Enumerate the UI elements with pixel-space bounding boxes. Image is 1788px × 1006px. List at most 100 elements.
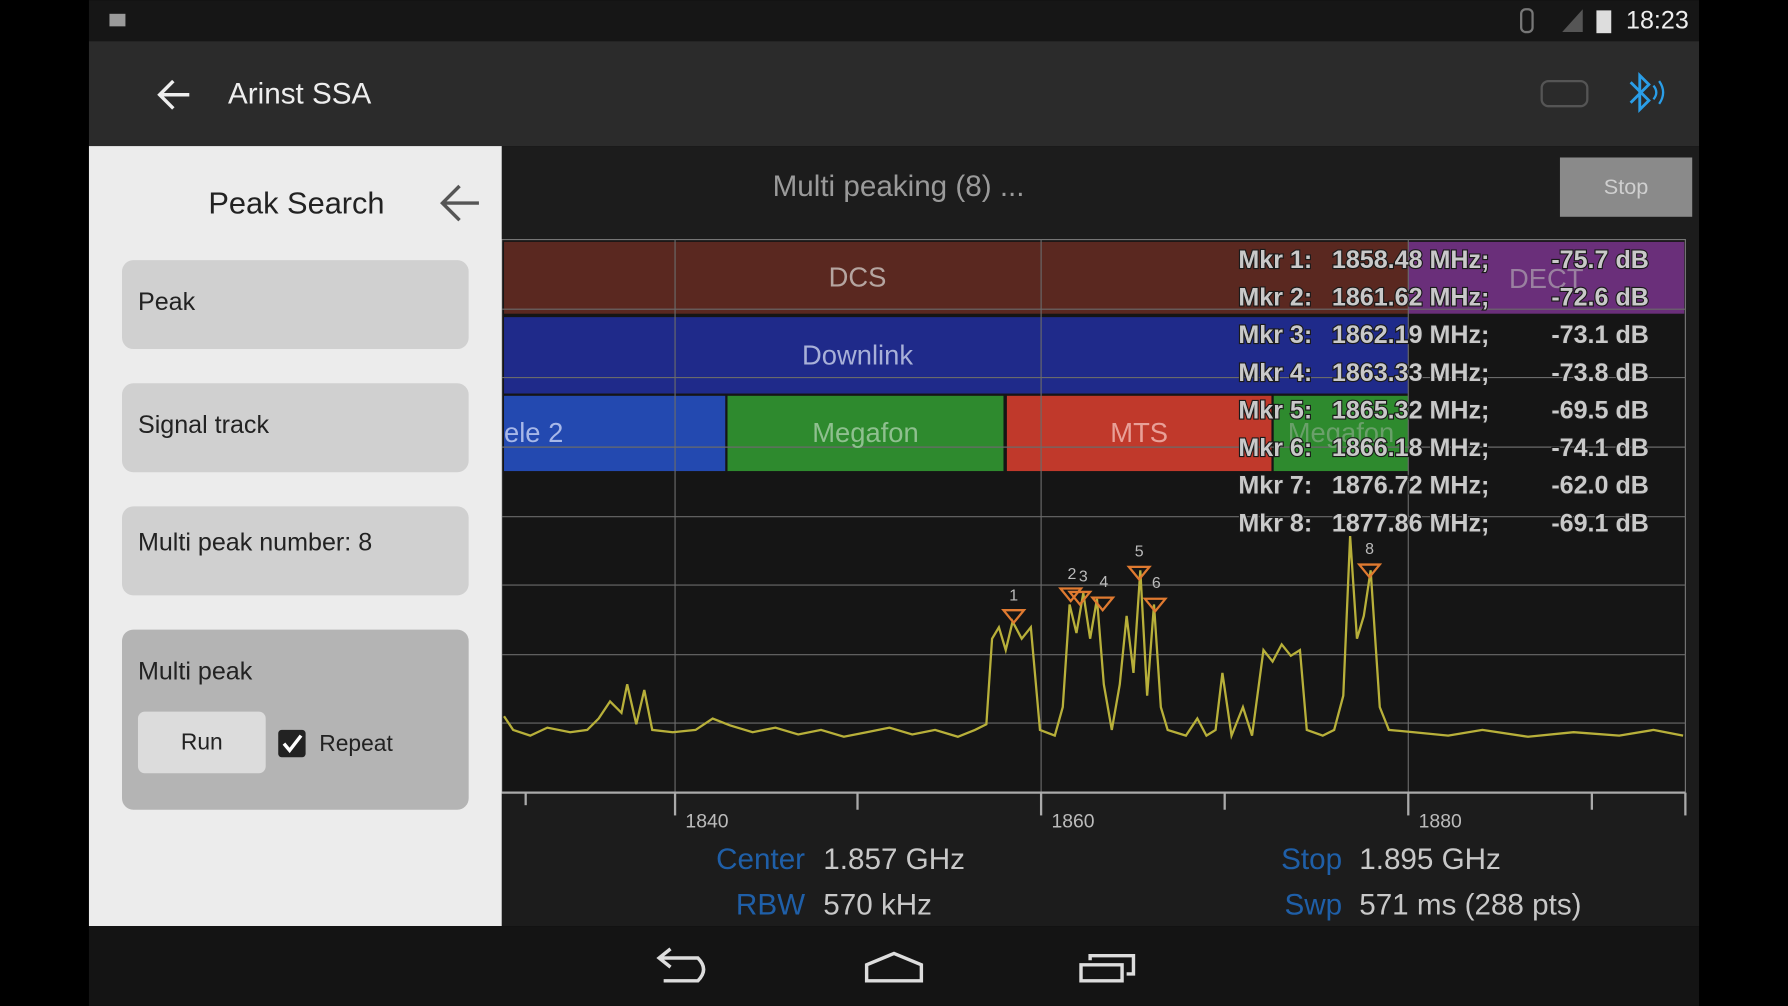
marker-triangles bbox=[1001, 563, 1383, 625]
back-button[interactable] bbox=[157, 79, 190, 110]
panel-button-label: Peak bbox=[138, 288, 196, 316]
panel-title: Peak Search bbox=[208, 186, 384, 221]
marker-label: Mkr 4: bbox=[1238, 359, 1312, 387]
marker-level: -73.8 dB bbox=[1551, 359, 1649, 387]
band-dcs bbox=[504, 241, 1409, 314]
marker-label: Mkr 6: bbox=[1238, 434, 1312, 462]
x-tick-label: 1880 bbox=[1419, 810, 1462, 832]
spectrum-trace bbox=[503, 535, 1684, 740]
nav-recents[interactable] bbox=[1079, 953, 1136, 983]
marker-level: -72.6 dB bbox=[1551, 284, 1649, 312]
stop-button[interactable] bbox=[1559, 157, 1693, 217]
band-label: Megafon bbox=[812, 417, 918, 448]
marker-frequency: 1865.32 MHz; bbox=[1332, 396, 1490, 424]
marker-label: Mkr 3: bbox=[1238, 321, 1312, 349]
sweep-info: Center 1.857 GHz RBW 570 kHz Stop 1.895 … bbox=[716, 843, 1581, 922]
info-label: Stop bbox=[1281, 843, 1342, 876]
info-label: Center bbox=[716, 843, 805, 876]
marker bbox=[1090, 596, 1116, 612]
marker-tag: 8 bbox=[1365, 541, 1374, 558]
marker bbox=[1356, 563, 1383, 579]
band-operator bbox=[727, 395, 1004, 472]
status-text: Multi peaking (8) ... bbox=[773, 170, 1025, 203]
bluetooth-wave bbox=[1652, 80, 1665, 105]
battery-icon bbox=[1596, 10, 1612, 34]
x-tick-label: 1860 bbox=[1051, 810, 1094, 832]
marker-list: Mkr 1: 1858.48 MHz; -75.7 dB Mkr 2: 1861.62 … bbox=[1237, 245, 1650, 539]
repeat-checkbox[interactable] bbox=[278, 729, 306, 758]
band-label: DCS bbox=[829, 262, 887, 293]
band-label: ele 2 bbox=[504, 417, 563, 448]
nav-back[interactable] bbox=[656, 947, 706, 983]
marker-label: Mkr 8: bbox=[1238, 509, 1312, 537]
info-value: 571 ms (288 pts) bbox=[1359, 888, 1581, 921]
status-icon bbox=[109, 13, 126, 27]
marker-frequency: 1863.33 MHz; bbox=[1332, 359, 1490, 387]
band-operator bbox=[1273, 395, 1409, 472]
marker-level: -73.1 dB bbox=[1551, 321, 1649, 349]
marker-tag: 3 bbox=[1079, 568, 1088, 585]
band-label: MTS bbox=[1110, 417, 1168, 448]
marker-label: Mkr 2: bbox=[1238, 284, 1312, 312]
band-label: Megafon bbox=[1288, 417, 1394, 448]
info-value: 570 kHz bbox=[823, 888, 932, 921]
marker-level: -69.5 dB bbox=[1551, 396, 1649, 424]
panel-button[interactable] bbox=[122, 383, 469, 473]
check-mark bbox=[282, 734, 303, 754]
info-label: RBW bbox=[736, 888, 805, 921]
marker bbox=[1142, 597, 1168, 614]
band-label: DECT bbox=[1509, 263, 1584, 294]
marker-tag: 5 bbox=[1135, 543, 1144, 560]
x-axis-ticks bbox=[501, 791, 1687, 816]
marker-tag: 2 bbox=[1067, 566, 1076, 583]
clock: 18:23 bbox=[1626, 6, 1689, 34]
run-button[interactable] bbox=[137, 711, 266, 774]
panel-button[interactable] bbox=[122, 260, 469, 350]
marker bbox=[1058, 587, 1084, 603]
marker-level: -74.1 dB bbox=[1551, 434, 1649, 462]
marker-tags: 1 2 3 4 5 6 8 bbox=[1009, 541, 1374, 605]
band-label: Downlink bbox=[802, 339, 913, 370]
multi-peak-title: Multi peak bbox=[138, 658, 253, 686]
panel-button[interactable] bbox=[122, 506, 469, 596]
bluetooth-button[interactable] bbox=[1629, 71, 1651, 114]
marker-level: -69.1 dB bbox=[1551, 509, 1649, 537]
band-dect bbox=[1408, 241, 1685, 314]
device-icon[interactable] bbox=[1540, 79, 1589, 108]
band-operator bbox=[1006, 395, 1272, 472]
nav-home[interactable] bbox=[864, 951, 924, 983]
repeat-label: Repeat bbox=[319, 730, 393, 756]
marker-frequency: 1861.62 MHz; bbox=[1332, 284, 1490, 312]
run-button-label: Run bbox=[181, 729, 223, 755]
info-label: Swp bbox=[1284, 888, 1342, 921]
status-bar bbox=[88, 0, 1700, 42]
marker-frequency: 1877.86 MHz; bbox=[1332, 509, 1490, 537]
info-value: 1.857 GHz bbox=[823, 843, 965, 876]
panel-close[interactable] bbox=[440, 184, 479, 222]
marker-label: Mkr 1: bbox=[1238, 246, 1312, 274]
grid bbox=[501, 239, 1686, 793]
info-value: 1.895 GHz bbox=[1359, 843, 1501, 876]
marker-frequency: 1866.18 MHz; bbox=[1332, 434, 1490, 462]
bluetooth-icon bbox=[1520, 8, 1534, 34]
panel-button-label: Multi peak number: 8 bbox=[138, 529, 372, 557]
marker-tag: 6 bbox=[1152, 575, 1161, 592]
band-operator bbox=[504, 395, 726, 472]
marker-label: Mkr 5: bbox=[1238, 396, 1312, 424]
marker-level: -62.0 dB bbox=[1551, 472, 1649, 500]
marker-frequency: 1858.48 MHz; bbox=[1332, 246, 1490, 274]
app-title: Arinst SSA bbox=[228, 78, 371, 111]
nav-bar bbox=[88, 926, 1700, 1006]
marker-tag: 4 bbox=[1099, 574, 1108, 591]
panel-button-label: Signal track bbox=[138, 411, 269, 439]
marker-level: -75.7 dB bbox=[1551, 246, 1649, 274]
x-tick-label: 1840 bbox=[685, 810, 728, 832]
band-downlink bbox=[504, 317, 1409, 394]
stop-button-label: Stop bbox=[1604, 174, 1649, 199]
marker bbox=[1067, 590, 1093, 607]
marker-label: Mkr 7: bbox=[1238, 472, 1312, 500]
marker-frequency: 1876.72 MHz; bbox=[1332, 472, 1490, 500]
